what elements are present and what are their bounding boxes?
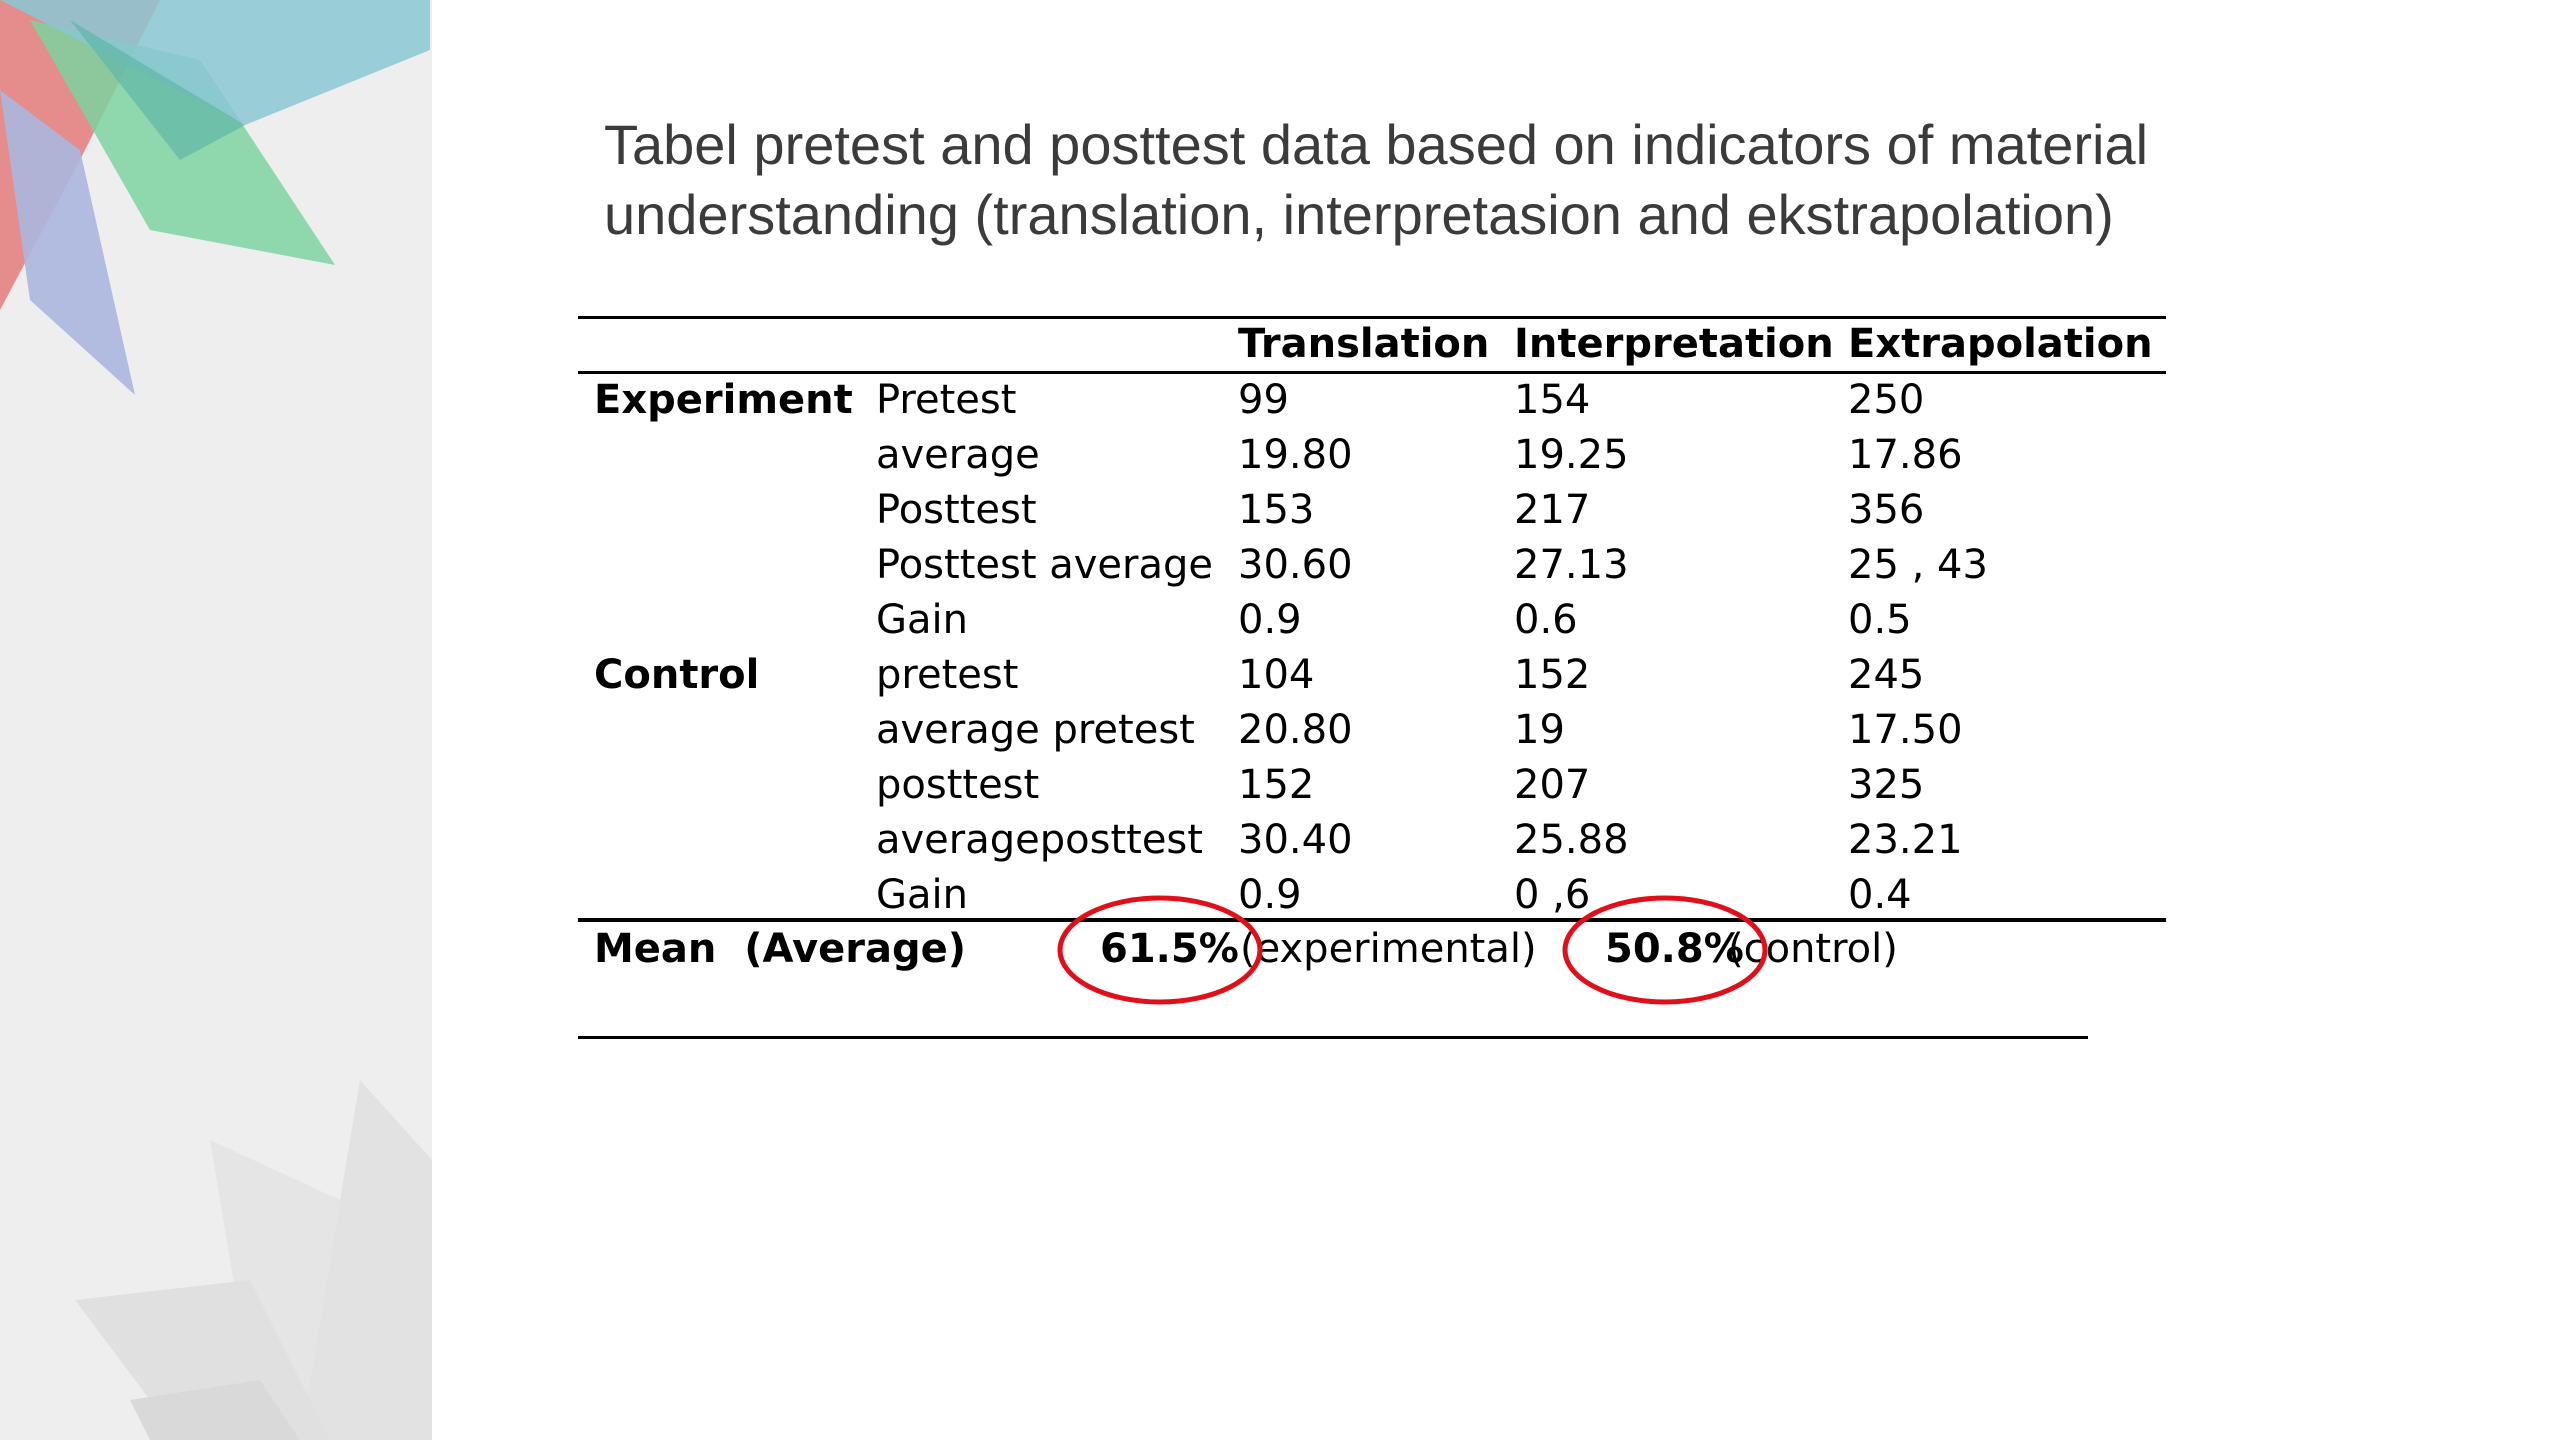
mean-control-label: (control) [1728, 926, 1898, 972]
mean-label: Mean (Average) [594, 926, 967, 972]
slide-title-line-1: Tabel pretest and posttest data based on… [604, 113, 2149, 176]
row-label: Gain [876, 597, 968, 643]
table-cell: 25 , 43 [1848, 542, 1988, 588]
slide-title: Tabel pretest and posttest data based on… [604, 110, 2304, 250]
table-top-rule [578, 316, 2166, 319]
table-cell: 0.4 [1848, 872, 1912, 918]
table-cell: 30.40 [1238, 817, 1353, 863]
table-cell: 20.80 [1238, 707, 1353, 753]
table-cell: 152 [1514, 652, 1591, 698]
table-cell: 17.86 [1848, 432, 1963, 478]
table-cell: 19.25 [1514, 432, 1629, 478]
table-cell: 99 [1238, 377, 1289, 423]
table-cell: 245 [1848, 652, 1925, 698]
table-cell: 154 [1514, 377, 1591, 423]
slide-title-line-2: understanding (translation, interpretasi… [604, 183, 2114, 246]
table-cell: 17.50 [1848, 707, 1963, 753]
table-cell: 104 [1238, 652, 1315, 698]
table-cell: 0.6 [1514, 597, 1578, 643]
header-bottom-rule [578, 371, 2166, 374]
column-header-extrapolation: Extrapolation [1848, 321, 2153, 367]
row-label: pretest [876, 652, 1019, 698]
mean-experimental-label: (experimental) [1240, 926, 1537, 972]
table-cell: 19 [1514, 707, 1565, 753]
table-cell: 152 [1238, 762, 1315, 808]
table-cell: 0.9 [1238, 597, 1302, 643]
row-label: Posttest [876, 487, 1037, 533]
group-label-experiment: Experiment [594, 377, 853, 423]
row-label: average pretest [876, 707, 1195, 753]
column-header-translation: Translation [1238, 321, 1490, 367]
row-label: averageposttest [876, 817, 1203, 863]
table-cell: 250 [1848, 377, 1925, 423]
table-cell: 356 [1848, 487, 1925, 533]
row-label: Posttest average [876, 542, 1213, 588]
table-cell: 217 [1514, 487, 1591, 533]
table-cell: 23.21 [1848, 817, 1963, 863]
table-cell: 30.60 [1238, 542, 1353, 588]
mean-top-rule [578, 918, 2166, 922]
table-cell: 207 [1514, 762, 1591, 808]
table-cell: 0.5 [1848, 597, 1912, 643]
table-cell: 0 ,6 [1514, 872, 1591, 918]
row-label: Gain [876, 872, 968, 918]
table-cell: 0.9 [1238, 872, 1302, 918]
row-label: posttest [876, 762, 1040, 808]
table-bottom-rule [578, 1036, 2088, 1039]
group-label-control: Control [594, 652, 760, 698]
decorative-leaves [0, 0, 432, 1440]
table-cell: 19.80 [1238, 432, 1353, 478]
table-cell: 325 [1848, 762, 1925, 808]
column-header-interpretation: Interpretation [1514, 321, 1834, 367]
table-cell: 25.88 [1514, 817, 1629, 863]
table-cell: 153 [1238, 487, 1315, 533]
decorative-sidebar [0, 0, 432, 1440]
table-cell: 27.13 [1514, 542, 1629, 588]
row-label: average [876, 432, 1040, 478]
row-label: Pretest [876, 377, 1017, 423]
mean-experimental-value: 61.5% [1100, 926, 1239, 972]
mean-control-value: 50.8% [1605, 926, 1744, 972]
